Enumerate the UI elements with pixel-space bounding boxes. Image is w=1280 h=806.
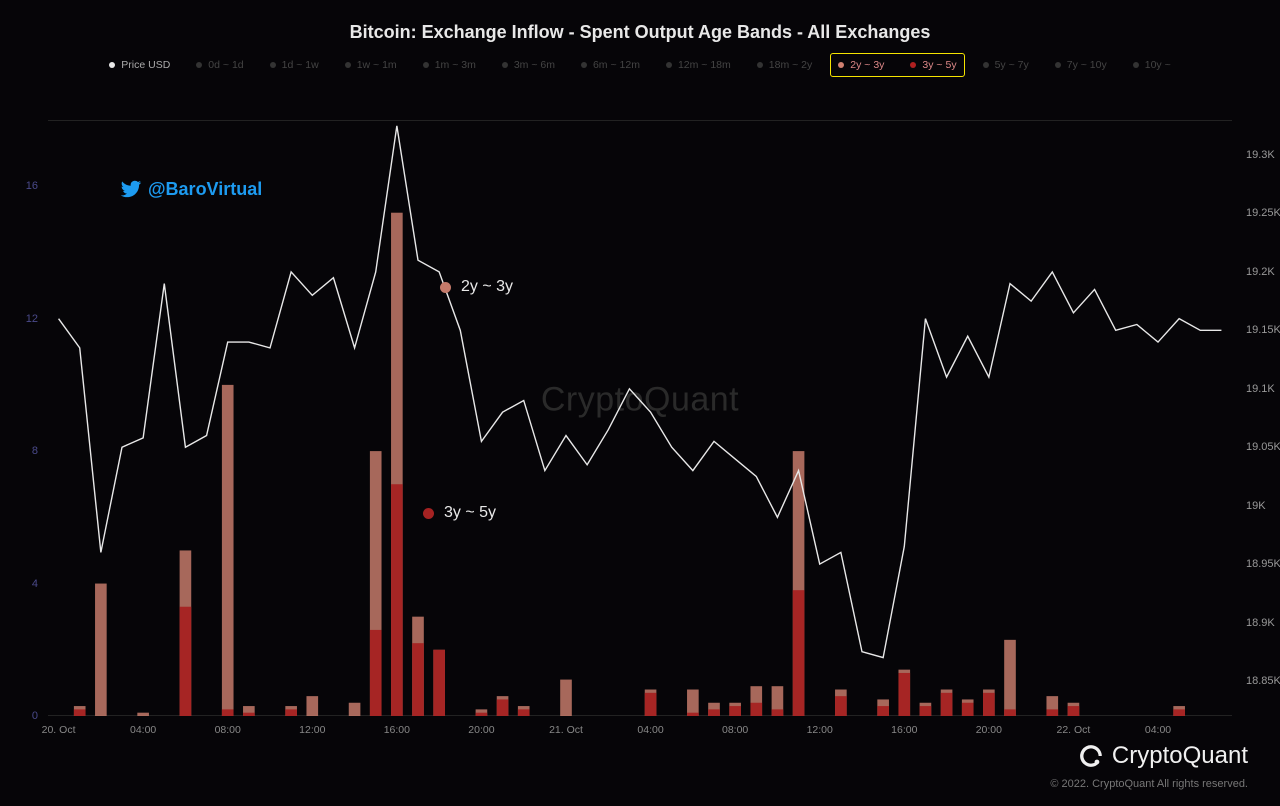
series-annotation-dot [423, 508, 434, 519]
x-tick: 04:00 [130, 716, 156, 736]
brand-logo-icon [1078, 743, 1104, 769]
legend-item[interactable]: 12m ~ 18m [666, 59, 731, 71]
legend-item[interactable]: 2y ~ 3y [838, 59, 884, 71]
y-right-tick: 19.05K [1232, 441, 1280, 453]
y-left-tick: 4 [32, 578, 48, 590]
x-tick: 04:00 [1145, 716, 1171, 736]
x-tick: 04:00 [637, 716, 663, 736]
series-annotation-text: 3y ~ 5y [444, 504, 496, 522]
legend-dot [502, 62, 508, 68]
legend-item[interactable]: 10y ~ [1133, 59, 1171, 71]
x-tick: 08:00 [722, 716, 748, 736]
y-left-tick: 12 [26, 313, 48, 325]
legend-label: 0d ~ 1d [208, 59, 243, 71]
y-right-tick: 19.1K [1232, 383, 1275, 395]
legend-dot [423, 62, 429, 68]
y-right-tick: 19.2K [1232, 266, 1275, 278]
legend-item[interactable]: 0d ~ 1d [196, 59, 243, 71]
legend-dot [581, 62, 587, 68]
legend-dot [1133, 62, 1139, 68]
legend-dot [910, 62, 916, 68]
legend-label: 1m ~ 3m [435, 59, 476, 71]
y-right-tick: 19.25K [1232, 207, 1280, 219]
series-annotation-dot [440, 282, 451, 293]
x-tick: 20:00 [976, 716, 1002, 736]
legend-dot [270, 62, 276, 68]
x-tick: 16:00 [891, 716, 917, 736]
chart-area: 048121618.85K18.9K18.95K19K19.05K19.1K19… [48, 120, 1232, 716]
legend-dot [757, 62, 763, 68]
y-left-tick: 8 [32, 445, 48, 457]
y-right-tick: 18.85K [1232, 675, 1280, 687]
x-tick: 22. Oct [1056, 716, 1090, 736]
legend-dot [196, 62, 202, 68]
legend-label: 3y ~ 5y [922, 59, 956, 71]
x-tick: 21. Oct [549, 716, 583, 736]
chart-svg [48, 120, 1232, 716]
legend-item[interactable]: Price USD [109, 59, 170, 71]
legend-dot [983, 62, 989, 68]
series-annotation: 2y ~ 3y [440, 278, 513, 296]
y-right-tick: 18.95K [1232, 558, 1280, 570]
x-tick: 12:00 [299, 716, 325, 736]
legend-item[interactable]: 7y ~ 10y [1055, 59, 1107, 71]
legend-item[interactable]: 1d ~ 1w [270, 59, 319, 71]
legend-label: 2y ~ 3y [850, 59, 884, 71]
x-tick: 16:00 [384, 716, 410, 736]
legend-label: 1d ~ 1w [282, 59, 319, 71]
legend-item[interactable]: 3m ~ 6m [502, 59, 555, 71]
brand-name: CryptoQuant [1112, 742, 1248, 770]
legend-label: 18m ~ 2y [769, 59, 812, 71]
legend-label: 10y ~ [1145, 59, 1171, 71]
y-right-tick: 19.15K [1232, 324, 1280, 336]
series-annotation-text: 2y ~ 3y [461, 278, 513, 296]
legend-item[interactable]: 18m ~ 2y [757, 59, 812, 71]
y-left-tick: 16 [26, 180, 48, 192]
legend-item[interactable]: 6m ~ 12m [581, 59, 640, 71]
copyright: © 2022. CryptoQuant All rights reserved. [1050, 778, 1248, 790]
legend-item[interactable]: 1m ~ 3m [423, 59, 476, 71]
y-right-tick: 19.3K [1232, 149, 1275, 161]
series-annotation: 3y ~ 5y [423, 504, 496, 522]
legend-label: Price USD [121, 59, 170, 71]
legend-dot [1055, 62, 1061, 68]
y-right-tick: 19K [1232, 500, 1266, 512]
legend-label: 12m ~ 18m [678, 59, 731, 71]
legend: Price USD 0d ~ 1d 1d ~ 1w 1w ~ 1m 1m ~ 3m 3m … [0, 59, 1280, 71]
y-right-tick: 18.9K [1232, 617, 1275, 629]
x-tick: 20. Oct [42, 716, 76, 736]
legend-dot [345, 62, 351, 68]
legend-item[interactable]: 3y ~ 5y [910, 59, 956, 71]
legend-dot [838, 62, 844, 68]
legend-label: 7y ~ 10y [1067, 59, 1107, 71]
x-tick: 12:00 [807, 716, 833, 736]
legend-dot [109, 62, 115, 68]
chart-title: Bitcoin: Exchange Inflow - Spent Output … [0, 0, 1280, 43]
x-tick: 20:00 [468, 716, 494, 736]
legend-item[interactable]: 5y ~ 7y [983, 59, 1029, 71]
legend-item[interactable]: 1w ~ 1m [345, 59, 397, 71]
legend-label: 3m ~ 6m [514, 59, 555, 71]
brand[interactable]: CryptoQuant [1078, 742, 1248, 770]
legend-label: 5y ~ 7y [995, 59, 1029, 71]
x-tick: 08:00 [215, 716, 241, 736]
legend-dot [666, 62, 672, 68]
legend-label: 1w ~ 1m [357, 59, 397, 71]
legend-label: 6m ~ 12m [593, 59, 640, 71]
